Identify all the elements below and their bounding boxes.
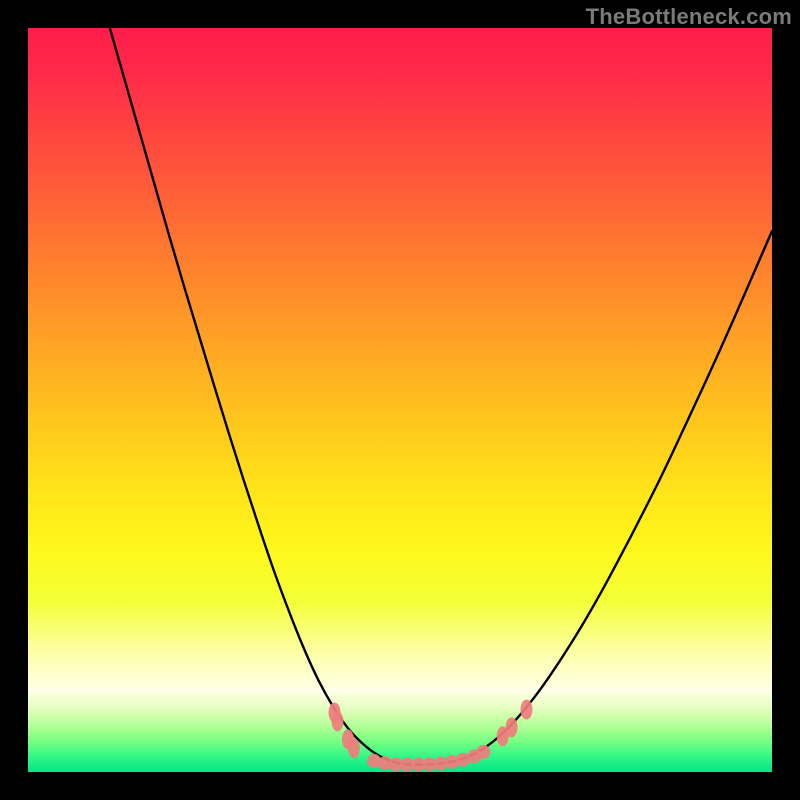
plot-background [28, 28, 772, 772]
marker-rightwall-1 [506, 717, 518, 737]
plot-svg [28, 28, 772, 772]
marker-leftwall-1 [332, 711, 344, 731]
marker-trough-10 [476, 745, 490, 759]
marker-leftwall-3 [348, 738, 360, 758]
chart-stage: TheBottleneck.com [0, 0, 800, 800]
plot-panel [28, 28, 772, 772]
watermark-text: TheBottleneck.com [586, 4, 792, 30]
marker-rightwall-2 [520, 700, 532, 720]
